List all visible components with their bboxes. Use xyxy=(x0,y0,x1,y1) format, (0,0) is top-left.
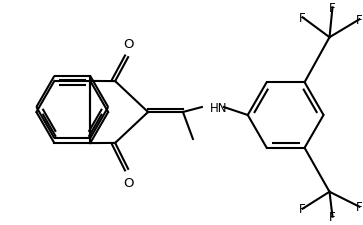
Text: F: F xyxy=(356,14,363,27)
Text: F: F xyxy=(356,200,363,213)
Text: O: O xyxy=(123,38,133,51)
Text: F: F xyxy=(329,210,336,223)
Text: F: F xyxy=(299,202,306,215)
Text: HN: HN xyxy=(210,101,227,114)
Text: F: F xyxy=(299,12,306,25)
Text: O: O xyxy=(123,176,133,189)
Text: F: F xyxy=(329,2,336,15)
